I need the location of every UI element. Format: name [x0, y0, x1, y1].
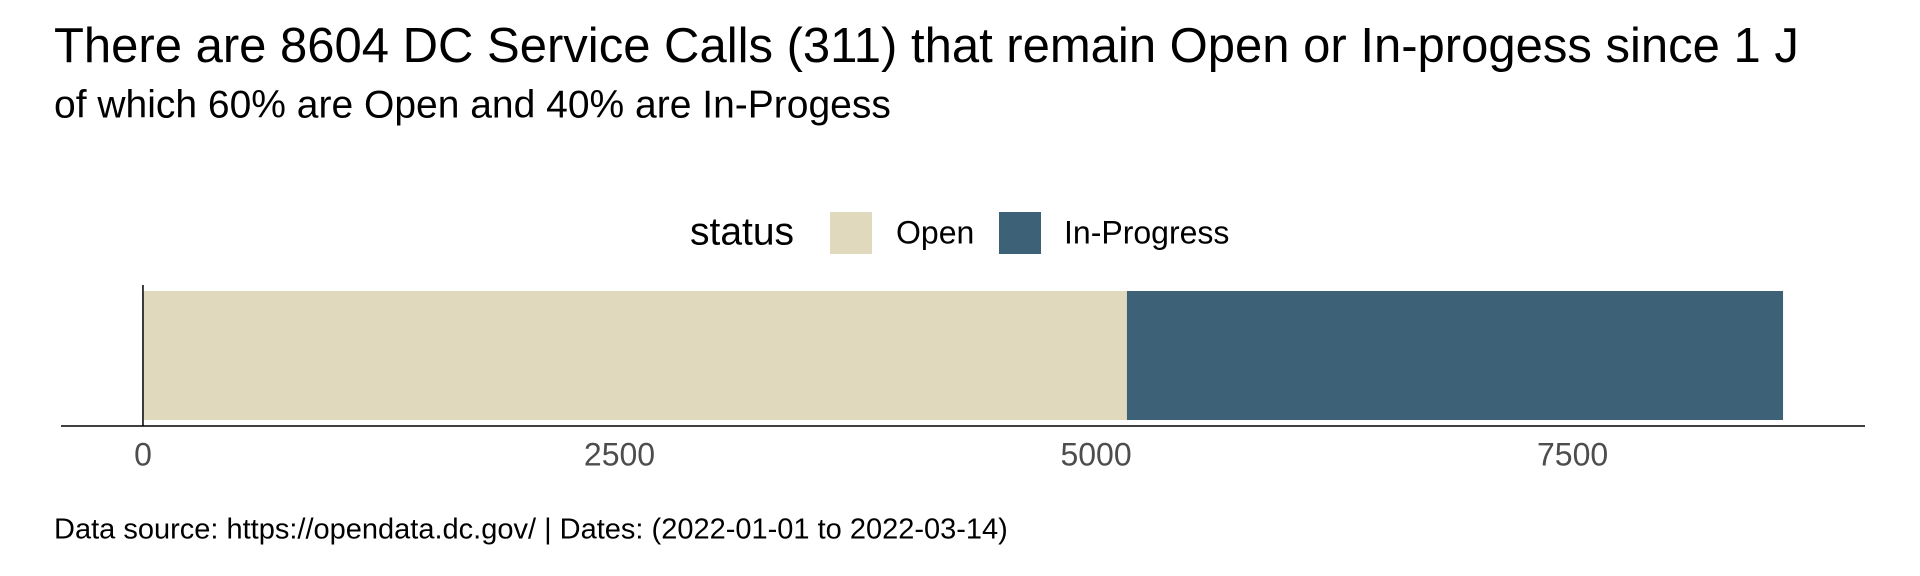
bar-segment [142, 291, 1127, 420]
bar-segment [1126, 291, 1784, 420]
legend-label: In-Progress [1064, 214, 1229, 250]
legend-swatch [999, 212, 1041, 254]
chart-title: There are 8604 DC Service Calls (311) th… [54, 19, 1799, 73]
legend-title: status [690, 210, 794, 253]
caption: Data source: https://opendata.dc.gov/ | … [54, 514, 1008, 546]
legend-swatch [830, 212, 872, 254]
x-tick-label: 2500 [584, 436, 655, 472]
chart-subtitle: of which 60% are Open and 40% are In-Pro… [54, 83, 891, 126]
legend-label: Open [896, 214, 974, 250]
x-tick-label: 5000 [1060, 436, 1131, 472]
x-tick-label: 7500 [1537, 436, 1608, 472]
x-tick-label: 0 [134, 436, 152, 472]
